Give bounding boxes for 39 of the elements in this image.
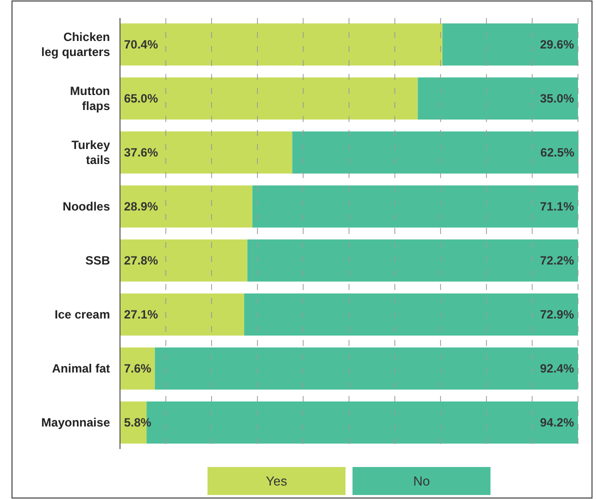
data-label: 62.5% <box>540 146 575 160</box>
data-label: 7.6% <box>124 362 152 376</box>
bar <box>120 185 252 228</box>
data-label: 27.8% <box>124 254 158 268</box>
bar <box>120 293 244 336</box>
y-tick-label: Mayonnaise <box>41 416 110 430</box>
data-label: 92.4% <box>540 362 574 376</box>
data-label: 72.2% <box>540 254 574 268</box>
data-label: 37.6% <box>124 146 158 160</box>
bar <box>120 131 292 174</box>
y-tick-label: Chicken leg quarters <box>41 30 110 60</box>
data-label: 29.6% <box>540 38 574 52</box>
y-tick-label: Turkey tails <box>72 138 110 168</box>
data-label: 28.9% <box>124 200 158 214</box>
bar <box>120 23 442 66</box>
bar <box>120 239 248 282</box>
y-tick-label: Noodles <box>62 200 110 214</box>
data-label: 70.4% <box>124 38 158 52</box>
data-label: 27.1% <box>124 308 158 322</box>
bar <box>292 131 578 174</box>
bar <box>120 347 155 390</box>
y-tick-label: Mutton flaps <box>70 84 110 114</box>
text: Yes <box>266 474 288 489</box>
text: No <box>413 474 430 489</box>
bar <box>244 293 578 336</box>
data-label: 71.1% <box>540 200 574 214</box>
bar <box>120 77 418 120</box>
bar <box>154 347 578 390</box>
bar <box>418 77 578 120</box>
y-tick-label: Ice cream <box>54 308 110 322</box>
data-label: 35.0% <box>540 92 574 106</box>
y-tick-label: Animal fat <box>52 362 110 376</box>
bar <box>442 23 578 66</box>
y-tick-label: SSB <box>85 254 110 268</box>
bar <box>247 239 578 282</box>
bar <box>252 185 578 228</box>
data-label: 72.9% <box>540 308 574 322</box>
data-label: 65.0% <box>124 92 158 106</box>
data-label: 94.2% <box>540 416 574 430</box>
